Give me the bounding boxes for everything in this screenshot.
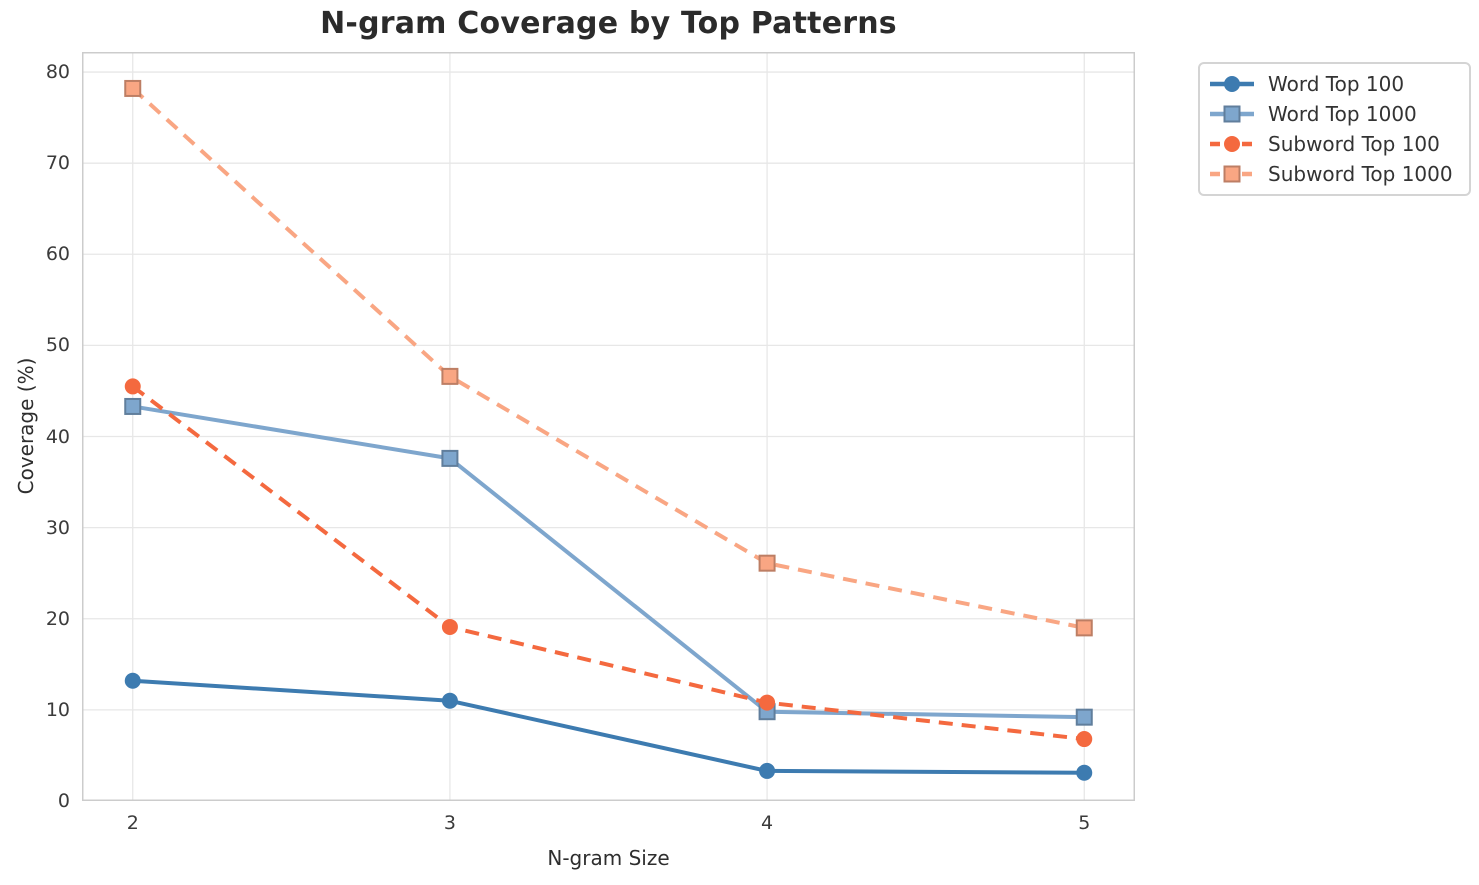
legend: Word Top 100 Word Top 1000 Subword Top 100… <box>1198 62 1471 196</box>
y-tick-label: 40 <box>45 425 70 448</box>
y-tick-label: 70 <box>45 152 70 175</box>
legend-marker-circle <box>1224 136 1240 152</box>
data-point-square <box>1075 708 1093 726</box>
plot-border <box>82 52 1135 801</box>
x-tick-label: 3 <box>443 812 456 834</box>
data-point-square <box>1075 619 1093 637</box>
legend-label: Subword Top 1000 <box>1268 162 1453 186</box>
legend-swatch-circle-icon <box>1210 76 1254 92</box>
chart-title: N-gram Coverage by Top Patterns <box>320 6 897 41</box>
legend-item: Subword Top 100 <box>1209 132 1453 156</box>
y-tick-label: 50 <box>45 334 70 357</box>
legend-marker-square <box>1223 105 1241 123</box>
data-point-circle <box>759 762 776 779</box>
legend-swatch-circle-icon <box>1210 136 1254 152</box>
y-tick-label: 80 <box>45 61 70 84</box>
data-point-circle <box>1076 731 1093 748</box>
legend-swatch-square-icon <box>1210 105 1254 123</box>
y-axis-label: Coverage (%) <box>14 357 38 495</box>
legend-marker-square <box>1223 165 1241 183</box>
legend-item: Word Top 100 <box>1209 72 1453 96</box>
y-tick-label: 10 <box>45 698 70 721</box>
series-line-subword-top-100 <box>131 384 1085 742</box>
data-point-circle <box>1076 764 1093 781</box>
legend-marker-circle <box>1224 76 1240 92</box>
legend-label: Word Top 100 <box>1268 72 1405 96</box>
data-point-circle <box>124 672 141 689</box>
legend-item: Subword Top 1000 <box>1209 162 1453 186</box>
data-point-circle <box>759 694 776 711</box>
data-point-square <box>124 397 142 415</box>
data-point-circle <box>441 692 458 709</box>
y-tick-label: 0 <box>57 790 70 812</box>
x-tick-label: 4 <box>761 812 774 834</box>
legend-swatch-square-icon <box>1210 165 1254 183</box>
legend-item: Word Top 1000 <box>1209 102 1453 126</box>
x-tick-label: 2 <box>126 812 139 834</box>
y-tick-label: 60 <box>45 243 70 266</box>
data-point-square <box>758 554 776 572</box>
data-point-square <box>441 367 459 385</box>
plot-area <box>82 52 1135 801</box>
y-tick-label: 30 <box>45 516 70 539</box>
series-line-subword-top-1000 <box>131 86 1085 630</box>
series-line-word-top-1000 <box>132 404 1085 720</box>
plot-canvas <box>82 52 1135 801</box>
legend-label: Word Top 1000 <box>1268 102 1417 126</box>
data-point-circle <box>441 618 458 635</box>
series-line-word-top-100 <box>132 678 1085 775</box>
x-tick-label: 5 <box>1078 812 1091 834</box>
legend-label: Subword Top 100 <box>1268 132 1440 156</box>
data-point-square <box>124 79 142 97</box>
data-point-circle <box>124 378 141 395</box>
x-axis-label: N-gram Size <box>547 846 670 870</box>
y-tick-label: 20 <box>45 607 70 630</box>
data-point-square <box>441 449 459 467</box>
